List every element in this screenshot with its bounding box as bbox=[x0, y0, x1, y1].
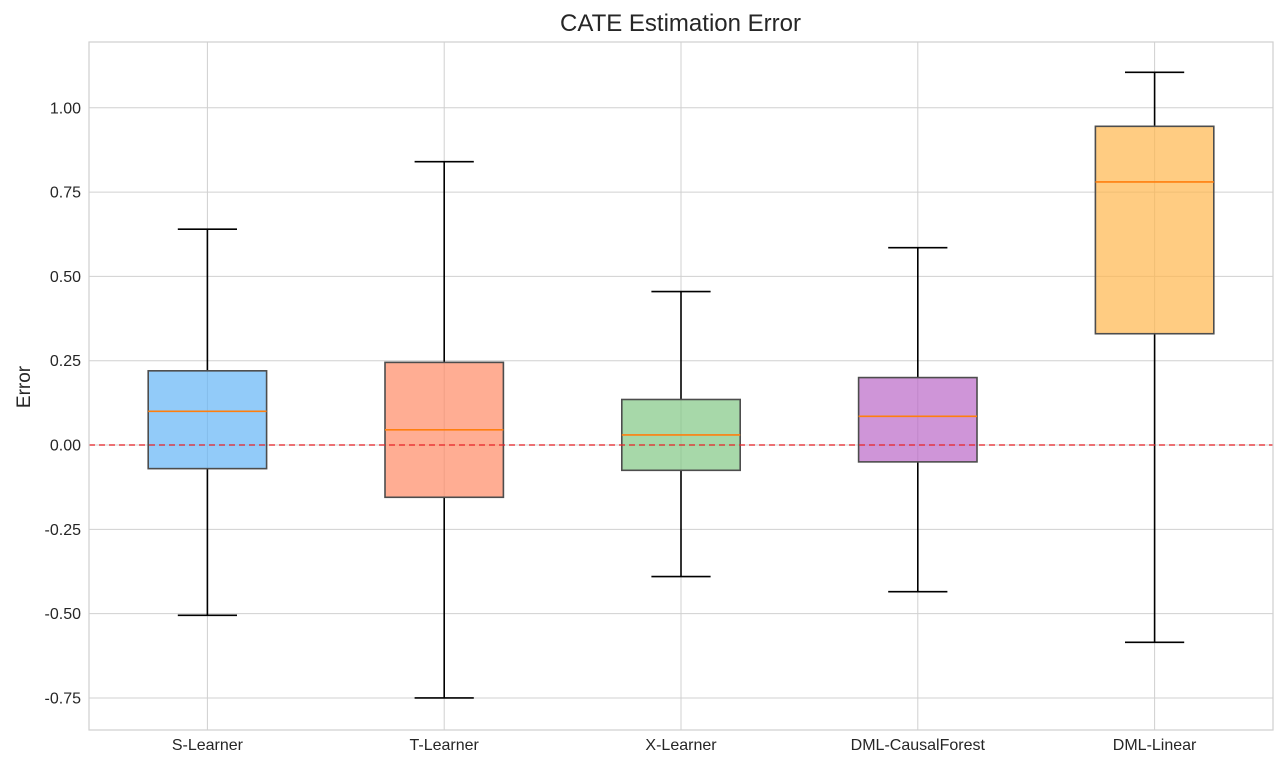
y-tick-label: -0.75 bbox=[45, 690, 82, 707]
box-group-x-learner bbox=[620, 290, 741, 578]
y-tick-label: 0.50 bbox=[50, 269, 81, 286]
x-tick-label: DML-CausalForest bbox=[851, 737, 986, 754]
y-tick-label: 0.00 bbox=[50, 438, 81, 455]
x-tick-label: S-Learner bbox=[172, 737, 244, 754]
box-group-dml-linear bbox=[1094, 71, 1215, 644]
y-axis-label: Error bbox=[14, 365, 35, 408]
box-iqr bbox=[1094, 125, 1215, 335]
box-series bbox=[147, 71, 1215, 699]
box-iqr bbox=[857, 376, 978, 463]
y-tick-label: -0.25 bbox=[45, 522, 82, 539]
x-tick-label: X-Learner bbox=[645, 737, 717, 754]
y-tick-label: -0.50 bbox=[45, 606, 82, 623]
plot-frame bbox=[88, 41, 1274, 731]
box-group-dml-causalforest bbox=[857, 246, 978, 593]
box-group-t-learner bbox=[384, 160, 505, 699]
y-tick-label: 1.00 bbox=[50, 100, 81, 117]
y-axis-ticks: -0.75 -0.50 -0.25 0.00 0.25 0.50 0.75 1.00 bbox=[45, 100, 82, 707]
x-tick-label: DML-Linear bbox=[1113, 737, 1197, 754]
x-tick-label: T-Learner bbox=[410, 737, 480, 754]
x-axis-ticks: S-Learner T-Learner X-Learner DML-CausalFor… bbox=[172, 737, 1197, 754]
box-group-s-learner bbox=[147, 228, 268, 617]
chart-title: CATE Estimation Error bbox=[560, 10, 801, 37]
box-iqr bbox=[147, 370, 268, 470]
y-tick-label: 0.75 bbox=[50, 185, 81, 202]
y-tick-label: 0.25 bbox=[50, 353, 81, 370]
